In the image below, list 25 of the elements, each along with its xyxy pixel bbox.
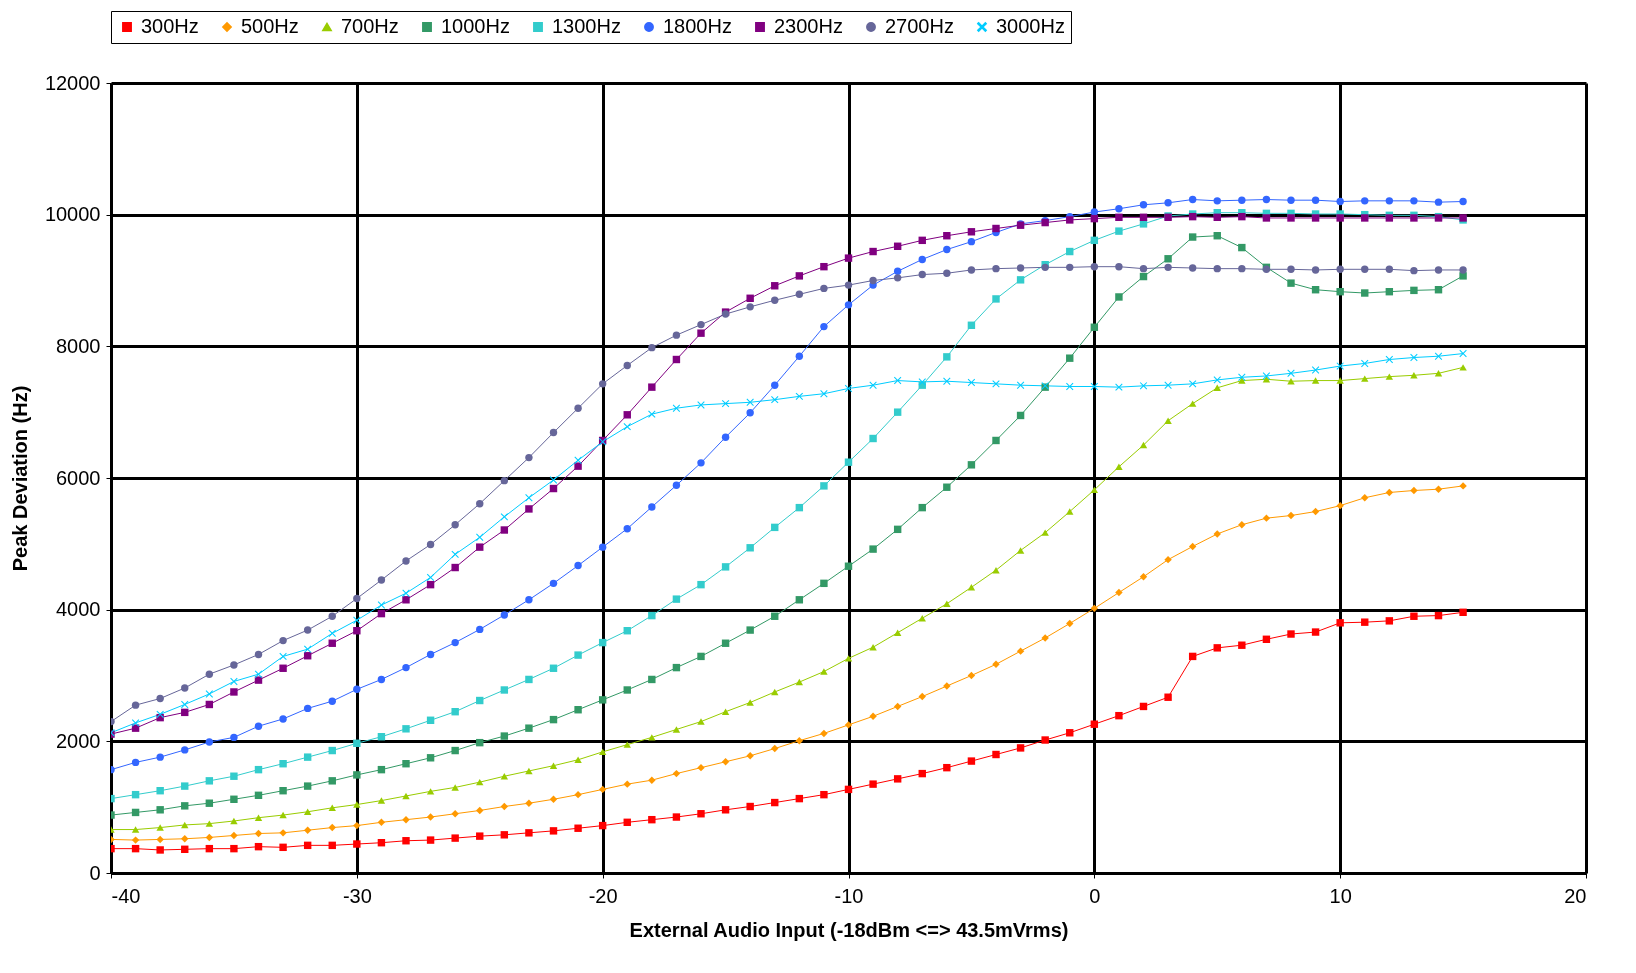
x-tick-label: 10 bbox=[1329, 884, 1352, 907]
y-axis-title: Peak Deviation (Hz) bbox=[8, 385, 31, 572]
y-tick-label: 4000 bbox=[56, 598, 101, 621]
legend-label: 2300Hz bbox=[774, 15, 843, 37]
y-tick-label: 0 bbox=[89, 861, 101, 884]
x-axis-title: External Audio Input (-18dBm <=> 43.5mVrms) bbox=[629, 918, 1069, 941]
legend-label: 300Hz bbox=[141, 15, 199, 37]
x-tick-label: -20 bbox=[588, 884, 618, 907]
x-tick-label: -30 bbox=[342, 884, 372, 907]
legend-label: 1000Hz bbox=[441, 15, 510, 37]
x-tick-label: 0 bbox=[1089, 884, 1101, 907]
y-tick-label: 10000 bbox=[44, 203, 101, 226]
x-tick-label: 20 bbox=[1564, 884, 1587, 907]
legend-label: 2700Hz bbox=[885, 15, 954, 37]
legend-label: 1800Hz bbox=[663, 15, 732, 37]
legend-label: 1300Hz bbox=[552, 15, 621, 37]
y-tick-label: 8000 bbox=[56, 334, 101, 357]
legend-label: 500Hz bbox=[241, 15, 299, 37]
x-tick-label: -40 bbox=[111, 884, 141, 907]
y-tick-label: 6000 bbox=[56, 466, 101, 489]
x-tick-label: -10 bbox=[834, 884, 864, 907]
legend-label: 700Hz bbox=[341, 15, 399, 37]
y-tick-label: 2000 bbox=[56, 729, 101, 752]
legend-label: 3000Hz bbox=[996, 15, 1065, 37]
y-tick-label: 12000 bbox=[44, 71, 101, 94]
